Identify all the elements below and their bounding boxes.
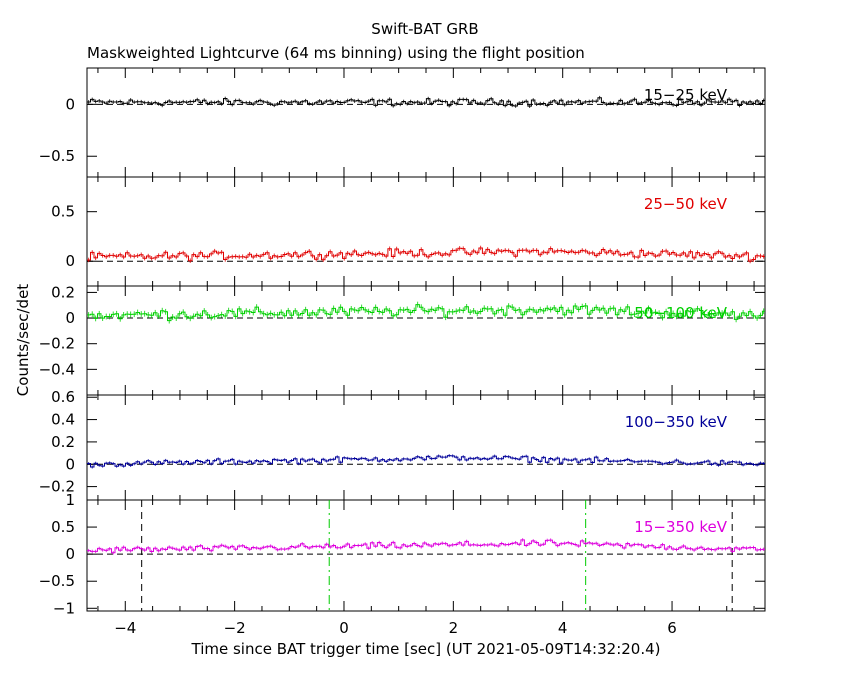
lightcurve-line [87,539,765,554]
chart-title: Swift-BAT GRB [371,20,479,38]
x-tick-label: 0 [339,619,349,637]
energy-band-label: 25−50 keV [644,195,728,213]
panel-frame [86,499,766,612]
y-tick-label: 0.6 [51,388,75,406]
energy-band-label: 15−350 keV [634,518,727,536]
y-axis-label: Counts/sec/det [14,283,32,397]
lightcurve-line [87,97,765,107]
panel-frame [86,67,766,178]
y-tick-label: 0 [65,252,75,270]
y-tick-label: 0 [65,95,75,113]
y-tick-label: 0.2 [51,283,75,301]
panel-frame [86,176,766,287]
lightcurve-line [87,304,765,322]
lightcurve-line [87,247,765,262]
y-tick-label: 0 [65,455,75,473]
x-tick-label: 2 [449,619,459,637]
energy-band-label: 100−350 keV [625,413,728,431]
x-tick-label: 6 [667,619,677,637]
x-tick-label: −4 [114,619,136,637]
y-tick-label: −0.4 [39,360,75,378]
panel-frame [86,285,766,396]
y-tick-label: 0.5 [51,203,75,221]
y-tick-label: 0.4 [51,411,75,429]
y-tick-label: −0.5 [39,572,75,590]
y-tick-label: 0.2 [51,433,75,451]
y-tick-label: −1 [53,599,75,617]
energy-band-label: 50−100 keV [634,304,727,322]
y-tick-label: −0.2 [39,478,75,496]
y-tick-label: 0.5 [51,518,75,536]
chart-subtitle: Maskweighted Lightcurve (64 ms binning) … [87,44,585,62]
lightcurve-line [87,455,765,468]
x-axis-label: Time since BAT trigger time [sec] (UT 20… [191,640,661,658]
energy-band-label: 15−25 keV [644,86,728,104]
y-tick-label: −0.2 [39,335,75,353]
y-tick-label: 0 [65,545,75,563]
y-tick-label: 0 [65,309,75,327]
y-tick-label: −0.5 [39,147,75,165]
y-tick-label: 1 [65,491,75,509]
x-tick-label: −2 [224,619,246,637]
panel-frame [86,394,766,501]
x-tick-label: 4 [558,619,568,637]
